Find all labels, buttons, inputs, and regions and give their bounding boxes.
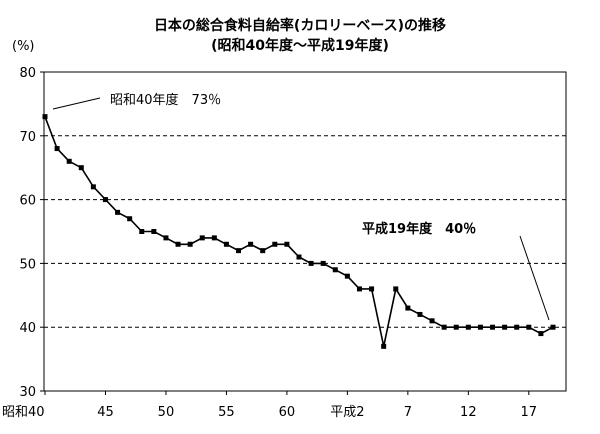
y-tick-label: 80 [19, 66, 36, 81]
data-point [151, 229, 157, 234]
data-point [163, 235, 169, 241]
data-point [54, 146, 60, 152]
x-tick-label: 平成2 [330, 405, 364, 420]
data-point [199, 235, 205, 241]
data-point [344, 273, 350, 279]
series-polyline [44, 116, 554, 347]
x-tick-label: 12 [460, 405, 477, 420]
data-point [260, 248, 266, 254]
data-point [332, 267, 338, 273]
data-point [236, 248, 242, 254]
x-tick-label: 60 [279, 405, 296, 420]
y-tick-label: 30 [19, 385, 36, 400]
gridlines [40, 71, 566, 392]
x-tick-label: 7 [404, 405, 412, 420]
data-point [405, 305, 411, 311]
data-point [78, 165, 84, 171]
data-point [42, 114, 48, 120]
annotation-leader-end [519, 235, 550, 321]
series-line [42, 114, 556, 349]
data-point [429, 318, 435, 324]
data-point [127, 216, 133, 222]
data-point [441, 324, 447, 330]
data-point [369, 286, 375, 292]
data-point [66, 158, 72, 164]
x-tick-label: 17 [521, 405, 538, 420]
x-tick-labels: 昭和40 45 50 55 60 平成2 7 12 17 [2, 391, 537, 420]
data-point [453, 324, 459, 330]
y-tick-label: 50 [19, 257, 36, 272]
data-point [187, 241, 193, 247]
data-point [514, 324, 520, 330]
y-tick-label: 60 [19, 194, 36, 209]
data-point [102, 197, 108, 203]
data-point [90, 184, 96, 190]
data-point [477, 324, 483, 330]
data-point [308, 260, 314, 266]
x-tick-label: 50 [158, 405, 175, 420]
x-tick-label: 45 [97, 405, 114, 420]
data-point [538, 331, 544, 337]
annotation-start: 昭和40年度 73％ [110, 92, 221, 108]
data-point [175, 241, 181, 247]
data-point [502, 324, 508, 330]
y-tick-labels: 30 40 50 60 70 80 [19, 66, 36, 400]
data-point [248, 241, 254, 247]
data-point [223, 241, 229, 247]
data-point [356, 286, 362, 292]
y-tick-label: 70 [19, 130, 36, 145]
x-tick-label: 55 [218, 405, 235, 420]
data-point [393, 286, 399, 292]
data-point [115, 209, 121, 215]
chart-title: 日本の総合食料自給率(カロリーベース)の推移 [154, 17, 446, 34]
data-point [272, 241, 278, 247]
data-point [381, 343, 387, 349]
chart-subtitle: (昭和40年度～平成19年度) [211, 37, 389, 54]
data-point [490, 324, 496, 330]
annotation-leader-start [52, 97, 101, 110]
data-point [139, 229, 145, 234]
y-axis-label: (%) [12, 39, 35, 54]
data-point [465, 324, 471, 330]
data-point [320, 260, 326, 266]
x-tick-label: 昭和40 [2, 405, 45, 420]
data-point [296, 254, 302, 260]
plot-area [43, 71, 567, 392]
data-point [284, 241, 290, 247]
data-point [211, 235, 217, 241]
data-point [550, 324, 556, 330]
annotation-end: 平成19年度 40％ [362, 221, 476, 237]
y-tick-label: 40 [19, 321, 36, 336]
data-point [526, 324, 532, 330]
data-point [417, 311, 423, 317]
